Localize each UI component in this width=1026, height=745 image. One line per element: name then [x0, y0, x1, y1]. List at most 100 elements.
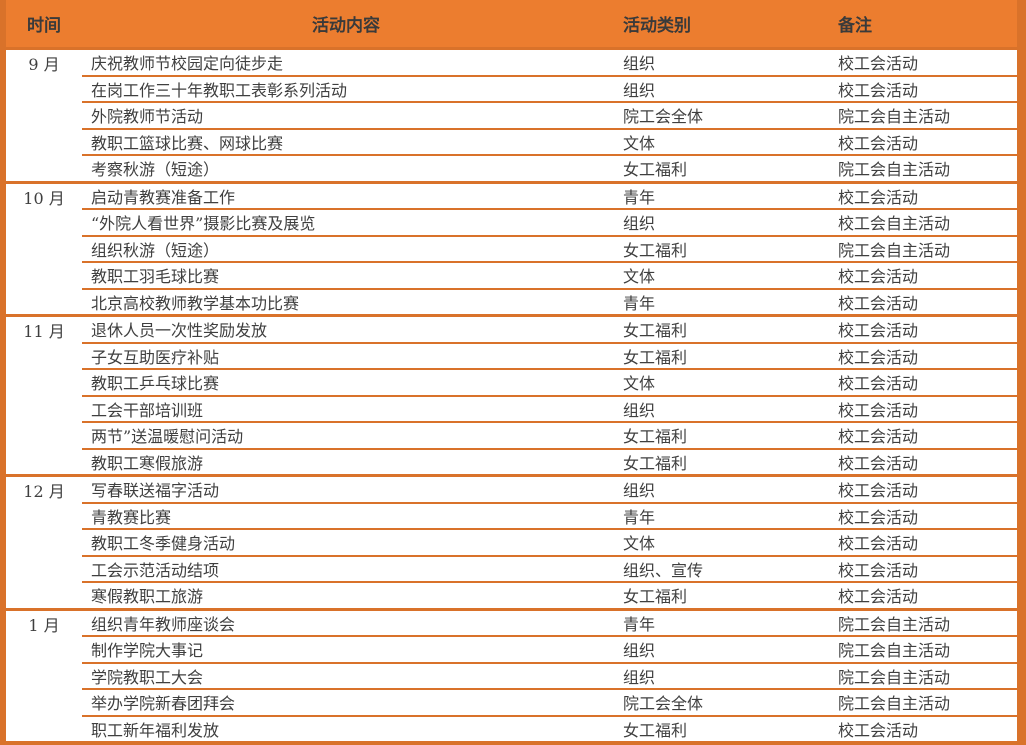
cell-category: 女工福利 — [623, 427, 688, 447]
cell-remark: 校工会活动 — [838, 267, 919, 287]
cell-remark: 院工会自主活动 — [838, 667, 951, 687]
cell-category: 女工福利 — [623, 321, 688, 341]
cell-remark: 校工会活动 — [838, 587, 919, 607]
cell-remark: 校工会活动 — [838, 481, 919, 501]
cell-category: 组织 — [623, 641, 656, 661]
cell-category: 组织 — [623, 400, 656, 420]
cell-content: 教职工羽毛球比赛 — [91, 267, 220, 287]
cell-category: 院工会全体 — [623, 107, 704, 127]
cell-remark: 院工会自主活动 — [838, 160, 951, 180]
cell-category: 女工福利 — [623, 720, 688, 740]
cell-content: 退休人员一次性奖励发放 — [91, 321, 268, 341]
cell-category: 院工会全体 — [623, 694, 704, 714]
cell-content: 寒假教职工旅游 — [91, 587, 204, 607]
cell-content: 子女互助医疗补贴 — [91, 347, 220, 367]
table-row: 教职工乒乓球比赛 文体 校工会活动 — [82, 370, 1017, 397]
group-rows: 启动青教赛准备工作 青年 校工会活动 “外院人看世界”摄影比赛及展览 组织 校工… — [82, 184, 1017, 315]
cell-remark: 校工会活动 — [838, 560, 919, 580]
cell-content: 写春联送福字活动 — [91, 481, 220, 501]
cell-category: 女工福利 — [623, 347, 688, 367]
cell-category: 组织、宣传 — [623, 560, 704, 580]
table-row: 启动青教赛准备工作 青年 校工会活动 — [82, 184, 1017, 210]
cell-category: 文体 — [623, 374, 656, 394]
table-row: 举办学院新春团拜会 院工会全体 院工会自主活动 — [82, 690, 1017, 717]
table-row: 两节”送温暖慰问活动 女工福利 校工会活动 — [82, 423, 1017, 450]
cell-content: 组织秋游（短途） — [91, 240, 220, 260]
cell-content: 组织青年教师座谈会 — [91, 614, 236, 634]
cell-remark: 校工会活动 — [838, 54, 919, 74]
table-row: 组织青年教师座谈会 青年 院工会自主活动 — [82, 611, 1017, 637]
cell-category: 文体 — [623, 133, 656, 153]
cell-remark: 院工会自主活动 — [838, 641, 951, 661]
cell-category: 女工福利 — [623, 240, 688, 260]
cell-content: 启动青教赛准备工作 — [91, 187, 236, 207]
cell-content: 外院教师节活动 — [91, 107, 204, 127]
cell-remark: 校工会活动 — [838, 427, 919, 447]
cell-content: 教职工篮球比赛、网球比赛 — [91, 133, 284, 153]
month-group: 12 月 写春联送福字活动 组织 校工会活动 青教赛比赛 青年 校工会活动 教职… — [6, 474, 1017, 608]
cell-category: 组织 — [623, 667, 656, 687]
table-body: 9 月 庆祝教师节校园定向徒步走 组织 校工会活动 在岗工作三十年教职工表彰系列… — [6, 47, 1017, 741]
table-row: 工会示范活动结项 组织、宣传 校工会活动 — [82, 557, 1017, 583]
month-group: 11 月 退休人员一次性奖励发放 女工福利 校工会活动 子女互助医疗补贴 女工福… — [6, 314, 1017, 474]
cell-category: 青年 — [623, 293, 656, 313]
cell-remark: 校工会活动 — [838, 453, 919, 473]
group-rows: 组织青年教师座谈会 青年 院工会自主活动 制作学院大事记 组织 院工会自主活动 … — [82, 611, 1017, 742]
cell-remark: 校工会活动 — [838, 187, 919, 207]
month-label: 11 月 — [23, 322, 65, 341]
table-row: 教职工篮球比赛、网球比赛 文体 校工会活动 — [82, 130, 1017, 156]
cell-category: 女工福利 — [623, 160, 688, 180]
cell-content: 在岗工作三十年教职工表彰系列活动 — [91, 80, 348, 100]
table-row: 考察秋游（短途） 女工福利 院工会自主活动 — [82, 156, 1017, 181]
header-remark: 备注 — [838, 16, 872, 36]
table-row: 退休人员一次性奖励发放 女工福利 校工会活动 — [82, 317, 1017, 344]
month-group: 10 月 启动青教赛准备工作 青年 校工会活动 “外院人看世界”摄影比赛及展览 … — [6, 180, 1017, 315]
cell-remark: 校工会活动 — [838, 374, 919, 394]
table-row: 北京高校教师教学基本功比赛 青年 校工会活动 — [82, 290, 1017, 315]
cell-category: 组织 — [623, 481, 656, 501]
group-rows: 写春联送福字活动 组织 校工会活动 青教赛比赛 青年 校工会活动 教职工冬季健身… — [82, 477, 1017, 608]
cell-content: 两节”送温暖慰问活动 — [91, 427, 244, 447]
month-label: 10 月 — [23, 188, 65, 208]
table-row: 教职工冬季健身活动 文体 校工会活动 — [82, 530, 1017, 557]
cell-remark: 校工会活动 — [838, 133, 919, 153]
table-row: 组织秋游（短途） 女工福利 院工会自主活动 — [82, 237, 1017, 263]
cell-content: 庆祝教师节校园定向徒步走 — [91, 54, 284, 74]
cell-category: 女工福利 — [623, 453, 688, 473]
table-row: 教职工寒假旅游 女工福利 校工会活动 — [82, 450, 1017, 475]
cell-remark: 校工会活动 — [838, 400, 919, 420]
table-row: 制作学院大事记 组织 院工会自主活动 — [82, 637, 1017, 664]
table-header-row: 时间 活动内容 活动类别 备注 — [6, 0, 1017, 47]
table-row: “外院人看世界”摄影比赛及展览 组织 校工会自主活动 — [82, 210, 1017, 237]
month-group: 1 月 组织青年教师座谈会 青年 院工会自主活动 制作学院大事记 组织 院工会自… — [6, 607, 1017, 742]
cell-category: 组织 — [623, 54, 656, 74]
cell-content: 制作学院大事记 — [91, 641, 204, 661]
cell-category: 青年 — [623, 507, 656, 527]
cell-remark: 院工会自主活动 — [838, 107, 951, 127]
cell-remark: 校工会活动 — [838, 507, 919, 527]
table-row: 工会干部培训班 组织 校工会活动 — [82, 397, 1017, 423]
table-row: 子女互助医疗补贴 女工福利 校工会活动 — [82, 344, 1017, 370]
table-row: 学院教职工大会 组织 院工会自主活动 — [82, 664, 1017, 690]
cell-remark: 校工会活动 — [838, 293, 919, 313]
table-row: 寒假教职工旅游 女工福利 校工会活动 — [82, 583, 1017, 608]
cell-category: 文体 — [623, 534, 656, 554]
cell-category: 文体 — [623, 267, 656, 287]
cell-content: 考察秋游（短途） — [91, 160, 220, 180]
header-activity-content: 活动内容 — [312, 16, 380, 36]
group-rows: 退休人员一次性奖励发放 女工福利 校工会活动 子女互助医疗补贴 女工福利 校工会… — [82, 317, 1017, 474]
cell-remark: 校工会活动 — [838, 534, 919, 554]
header-time: 时间 — [27, 16, 61, 36]
month-label: 1 月 — [28, 615, 60, 635]
cell-content: “外院人看世界”摄影比赛及展览 — [91, 214, 316, 234]
cell-remark: 校工会活动 — [838, 321, 919, 341]
table-row: 职工新年福利发放 女工福利 校工会活动 — [82, 717, 1017, 742]
table-row: 教职工羽毛球比赛 文体 校工会活动 — [82, 263, 1017, 290]
cell-content: 工会干部培训班 — [91, 400, 204, 420]
cell-content: 学院教职工大会 — [91, 667, 204, 687]
cell-remark: 校工会活动 — [838, 347, 919, 367]
cell-remark: 院工会自主活动 — [838, 694, 951, 714]
month-group: 9 月 庆祝教师节校园定向徒步走 组织 校工会活动 在岗工作三十年教职工表彰系列… — [6, 47, 1017, 181]
cell-category: 青年 — [623, 187, 656, 207]
